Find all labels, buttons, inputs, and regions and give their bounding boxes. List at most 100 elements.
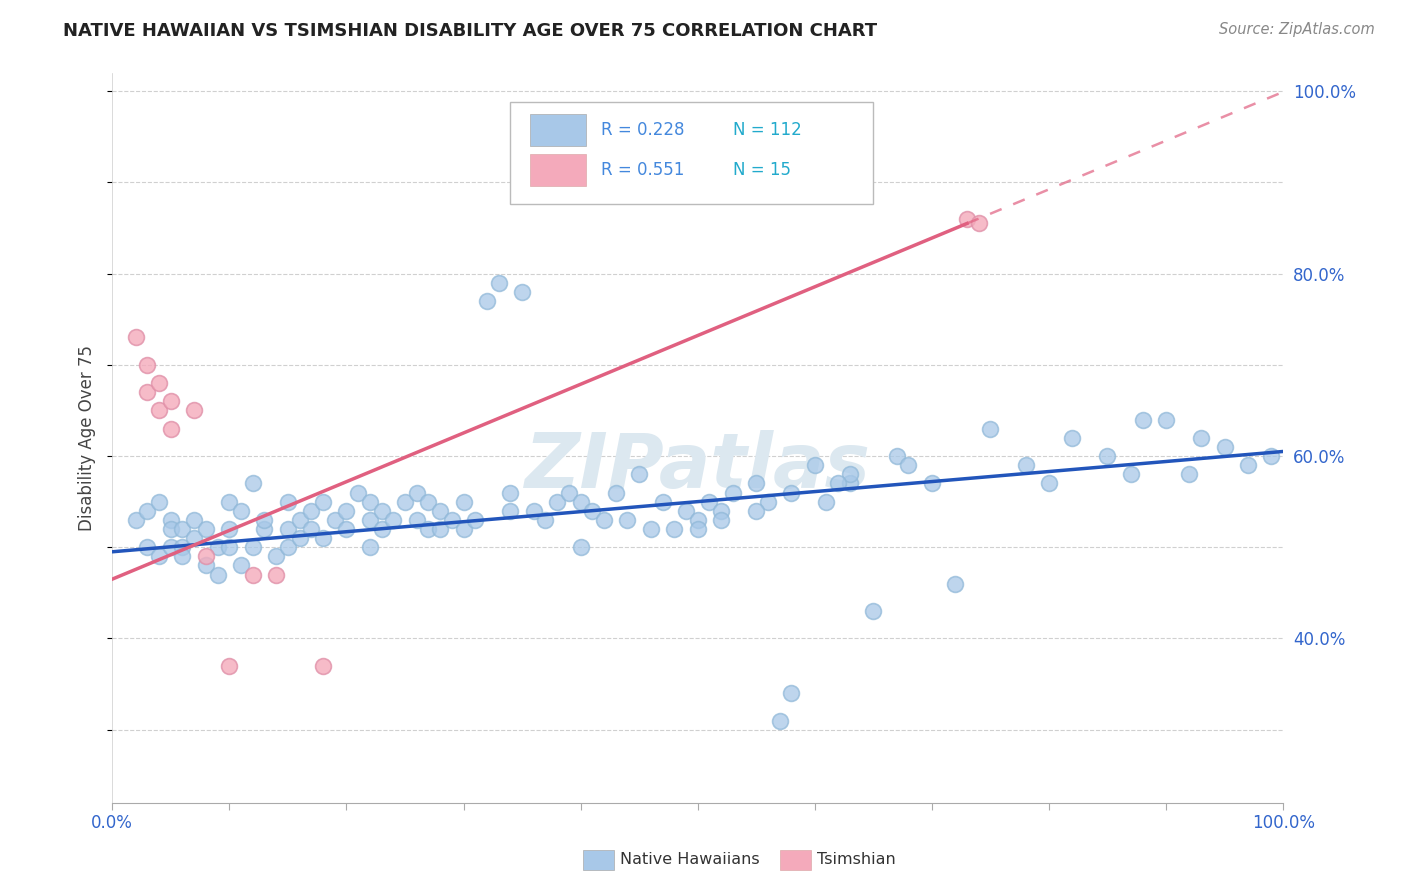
Point — [382, 513, 405, 527]
Point — [1038, 476, 1060, 491]
Text: Source: ZipAtlas.com: Source: ZipAtlas.com — [1219, 22, 1375, 37]
Point — [172, 549, 194, 564]
Point — [429, 522, 451, 536]
Point — [429, 504, 451, 518]
Text: ZIPatlas: ZIPatlas — [524, 430, 870, 504]
Text: R = 0.228: R = 0.228 — [600, 121, 683, 139]
Point — [686, 522, 709, 536]
Point — [593, 513, 616, 527]
Point — [569, 494, 592, 508]
Point — [370, 522, 392, 536]
Point — [242, 476, 264, 491]
Point — [253, 522, 276, 536]
Point — [569, 540, 592, 554]
Point — [862, 604, 884, 618]
Point — [769, 714, 792, 728]
Point — [523, 504, 546, 518]
Point — [218, 540, 240, 554]
Point — [347, 485, 370, 500]
Point — [299, 522, 322, 536]
Point — [838, 476, 860, 491]
Point — [323, 513, 346, 527]
Point — [558, 485, 581, 500]
Point — [288, 513, 311, 527]
Point — [488, 276, 510, 290]
Text: R = 0.551: R = 0.551 — [600, 161, 683, 179]
FancyBboxPatch shape — [510, 103, 873, 204]
Point — [312, 494, 335, 508]
Point — [312, 531, 335, 545]
Text: N = 15: N = 15 — [733, 161, 790, 179]
Point — [124, 330, 146, 344]
Point — [148, 494, 170, 508]
Point — [475, 293, 498, 308]
Point — [440, 513, 463, 527]
FancyBboxPatch shape — [530, 154, 586, 186]
Point — [686, 513, 709, 527]
Point — [359, 513, 381, 527]
Point — [581, 504, 603, 518]
Point — [218, 522, 240, 536]
Point — [359, 494, 381, 508]
Point — [979, 422, 1001, 436]
Point — [956, 211, 979, 226]
Point — [194, 522, 217, 536]
Point — [418, 522, 440, 536]
Point — [721, 485, 744, 500]
Point — [1189, 431, 1212, 445]
Y-axis label: Disability Age Over 75: Disability Age Over 75 — [79, 345, 96, 531]
Point — [194, 558, 217, 573]
Point — [253, 513, 276, 527]
Point — [756, 494, 779, 508]
Point — [651, 494, 673, 508]
Point — [148, 376, 170, 390]
Point — [394, 494, 416, 508]
Point — [464, 513, 486, 527]
Text: Tsimshian: Tsimshian — [817, 853, 896, 867]
Point — [136, 540, 159, 554]
Point — [710, 504, 733, 518]
Point — [159, 394, 181, 409]
Point — [1260, 449, 1282, 463]
Point — [699, 494, 721, 508]
Point — [148, 549, 170, 564]
Text: NATIVE HAWAIIAN VS TSIMSHIAN DISABILITY AGE OVER 75 CORRELATION CHART: NATIVE HAWAIIAN VS TSIMSHIAN DISABILITY … — [63, 22, 877, 40]
Point — [405, 513, 427, 527]
Point — [640, 522, 662, 536]
Point — [943, 576, 966, 591]
Point — [675, 504, 697, 518]
Point — [499, 504, 522, 518]
Point — [710, 513, 733, 527]
Point — [967, 217, 990, 231]
Point — [745, 476, 768, 491]
Point — [229, 558, 252, 573]
Point — [242, 567, 264, 582]
Point — [1014, 458, 1036, 472]
Point — [827, 476, 849, 491]
Point — [136, 504, 159, 518]
Point — [172, 522, 194, 536]
Point — [1213, 440, 1236, 454]
Point — [499, 485, 522, 500]
Point — [745, 504, 768, 518]
Point — [897, 458, 920, 472]
Point — [218, 494, 240, 508]
Point — [1132, 412, 1154, 426]
Point — [605, 485, 627, 500]
Point — [136, 358, 159, 372]
Point — [1119, 467, 1142, 482]
Point — [370, 504, 392, 518]
Point — [172, 540, 194, 554]
Point — [124, 513, 146, 527]
Point — [1154, 412, 1177, 426]
Point — [803, 458, 825, 472]
Point — [183, 513, 205, 527]
Point — [159, 522, 181, 536]
Point — [335, 522, 357, 536]
Point — [159, 540, 181, 554]
Point — [207, 567, 229, 582]
Point — [159, 422, 181, 436]
Point — [453, 494, 475, 508]
Point — [780, 485, 803, 500]
Point — [1062, 431, 1084, 445]
